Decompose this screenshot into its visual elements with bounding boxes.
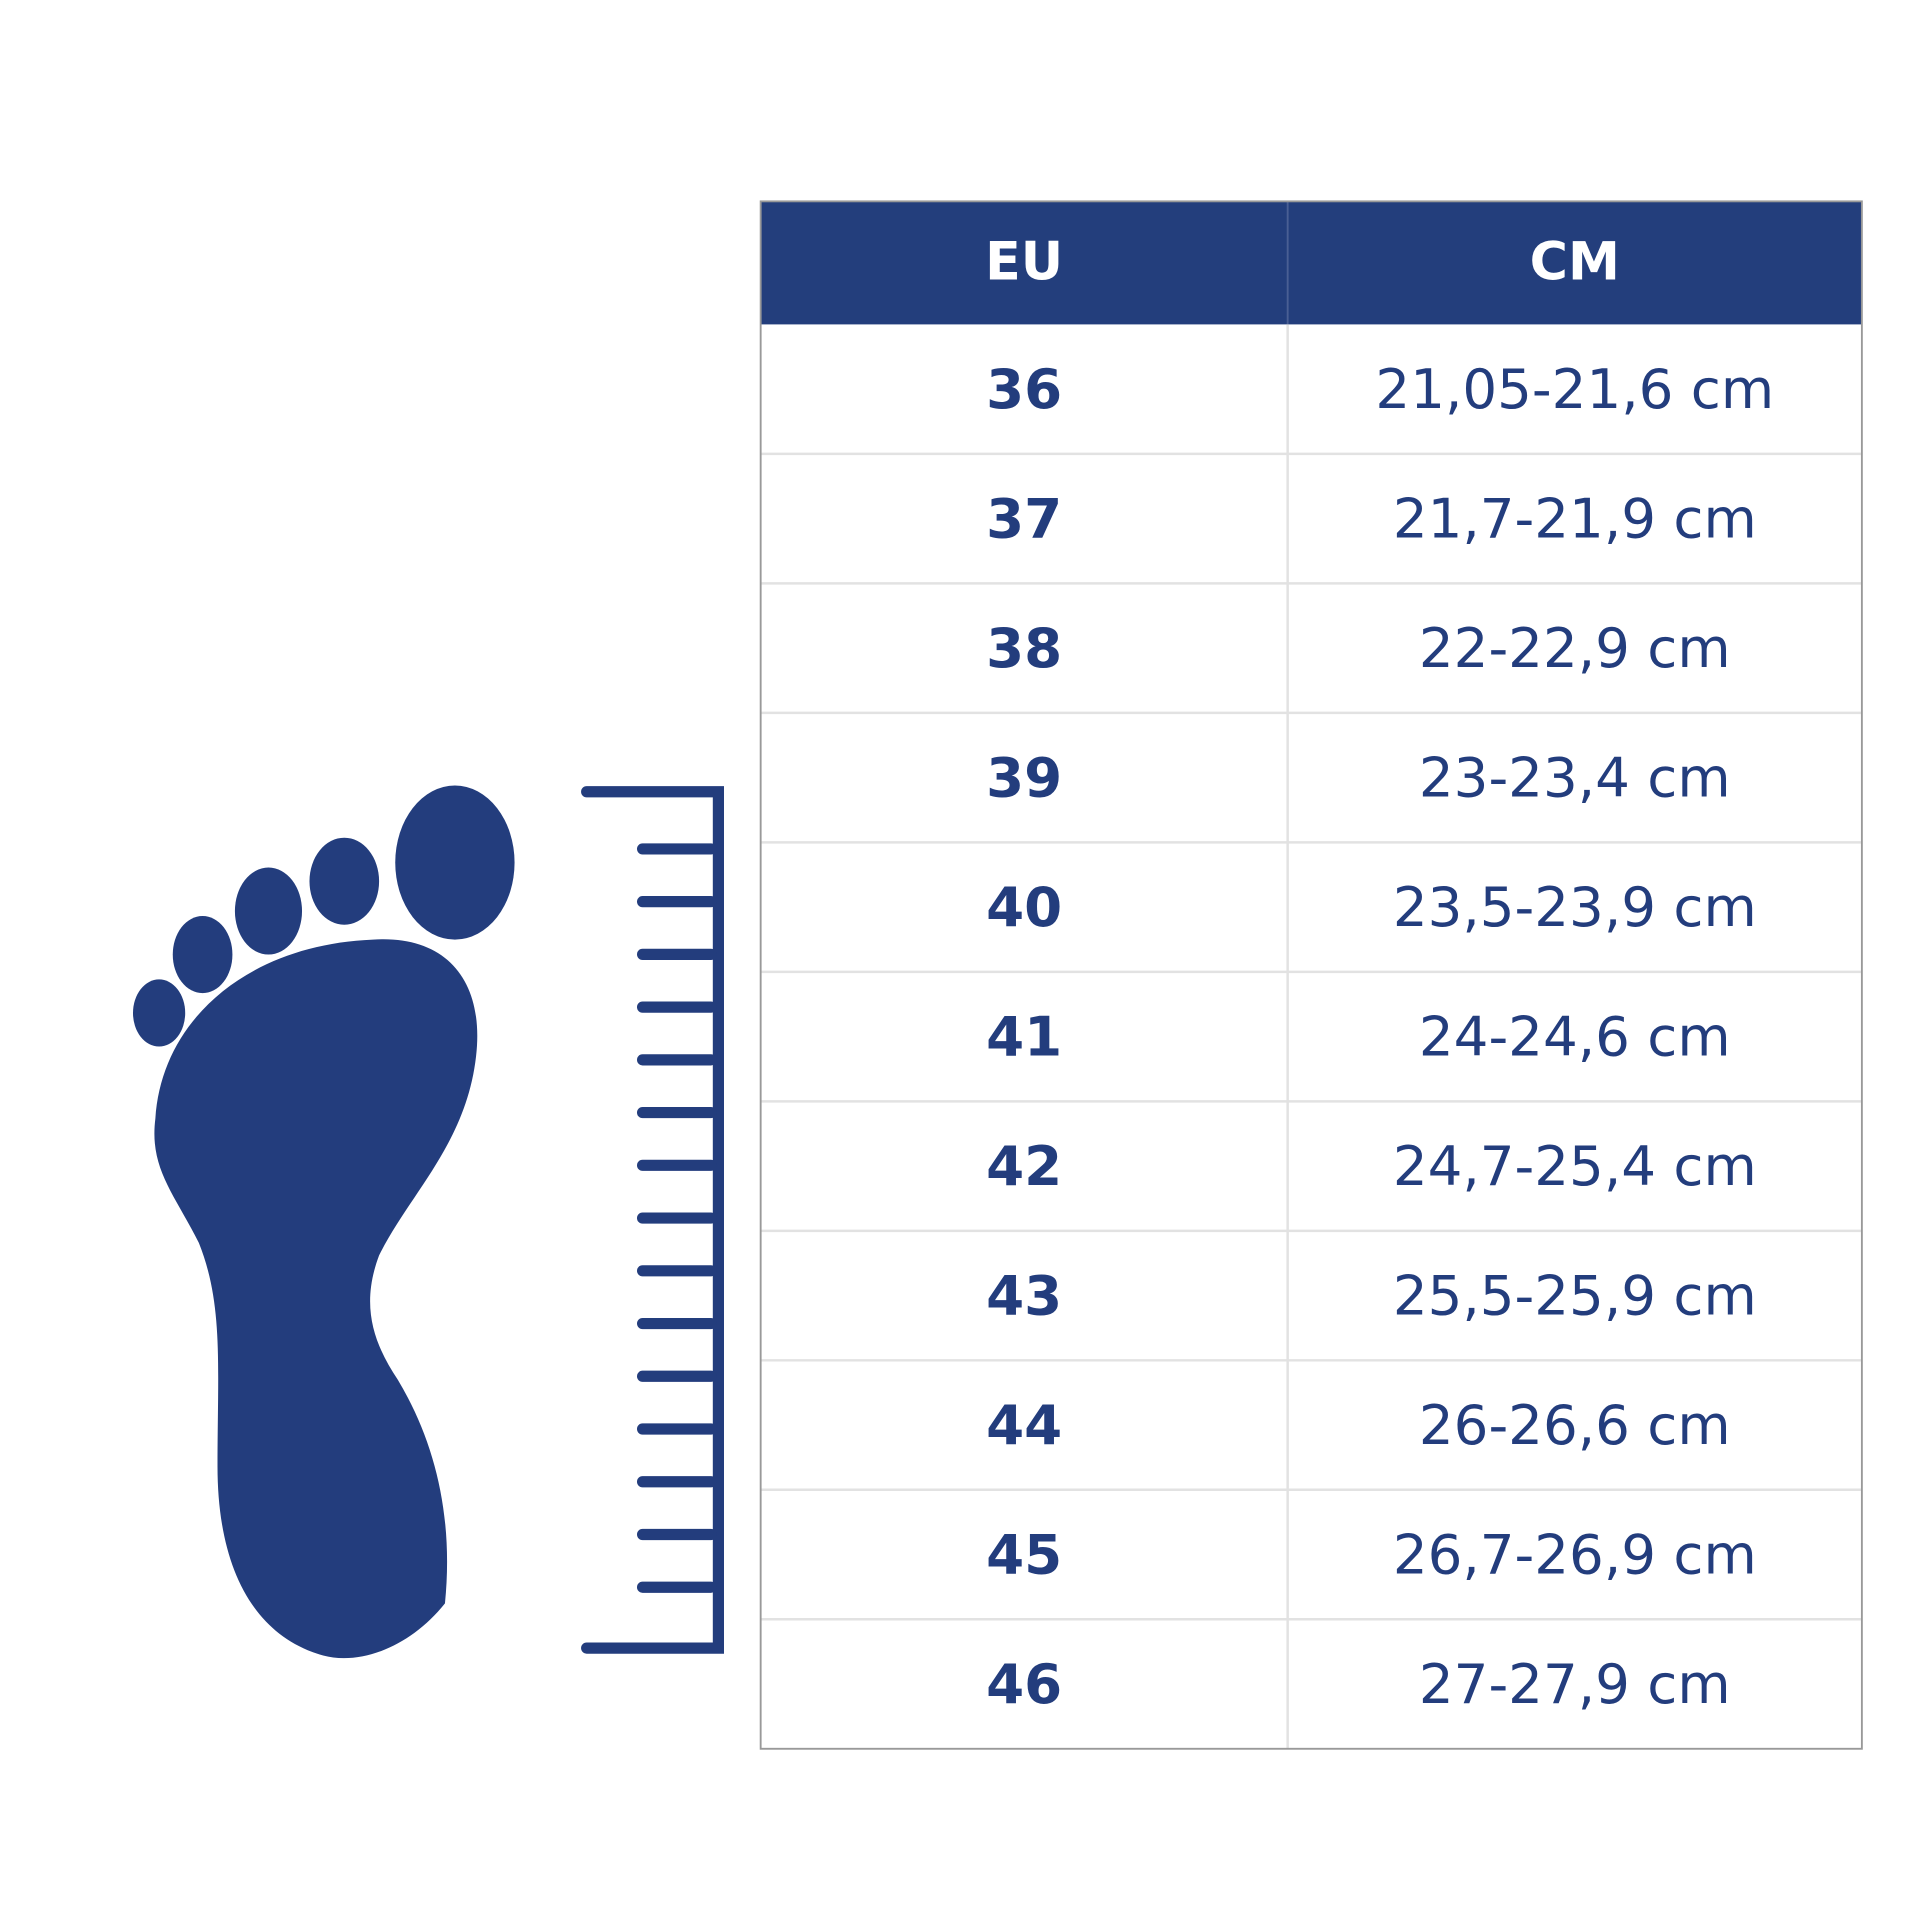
cm-length: 26-26,6 cm — [1419, 1393, 1731, 1457]
cm-length: 21,05-21,6 cm — [1375, 357, 1774, 421]
table-border — [759, 200, 1863, 1750]
cm-length: 25,5-25,9 cm — [1393, 1264, 1757, 1328]
eu-size: 40 — [986, 875, 1062, 939]
eu-size: 41 — [986, 1005, 1062, 1069]
cm-length: 27-27,9 cm — [1419, 1652, 1731, 1716]
foot-icon — [132, 785, 515, 1659]
eu-size: 37 — [986, 487, 1062, 551]
cm-length: 23,5-23,9 cm — [1393, 875, 1757, 939]
cm-length: 23-23,4 cm — [1419, 746, 1731, 810]
size-table: EU CM 36 21,05-21,6 cm 37 21,7-21,9 cm 38 22-22… — [759, 200, 1863, 1750]
eu-size: 39 — [986, 746, 1062, 810]
eu-size: 36 — [986, 357, 1062, 421]
eu-size: 45 — [986, 1523, 1062, 1587]
cm-length: 21,7-21,9 cm — [1393, 487, 1757, 551]
eu-size: 43 — [986, 1264, 1062, 1328]
eu-size: 38 — [986, 616, 1062, 680]
header-cell: EU — [985, 232, 1063, 292]
cm-length: 26,7-26,9 cm — [1393, 1523, 1757, 1587]
eu-size: 46 — [986, 1652, 1062, 1716]
eu-size: 42 — [986, 1134, 1062, 1198]
cm-length: 24-24,6 cm — [1419, 1005, 1731, 1069]
eu-size: 44 — [986, 1393, 1062, 1457]
header-background — [760, 201, 1862, 325]
cm-length: 24,7-25,4 cm — [1393, 1134, 1757, 1198]
cm-length: 22-22,9 cm — [1419, 616, 1731, 680]
ruler-icon — [581, 786, 724, 1654]
header-cell: CM — [1530, 232, 1620, 292]
